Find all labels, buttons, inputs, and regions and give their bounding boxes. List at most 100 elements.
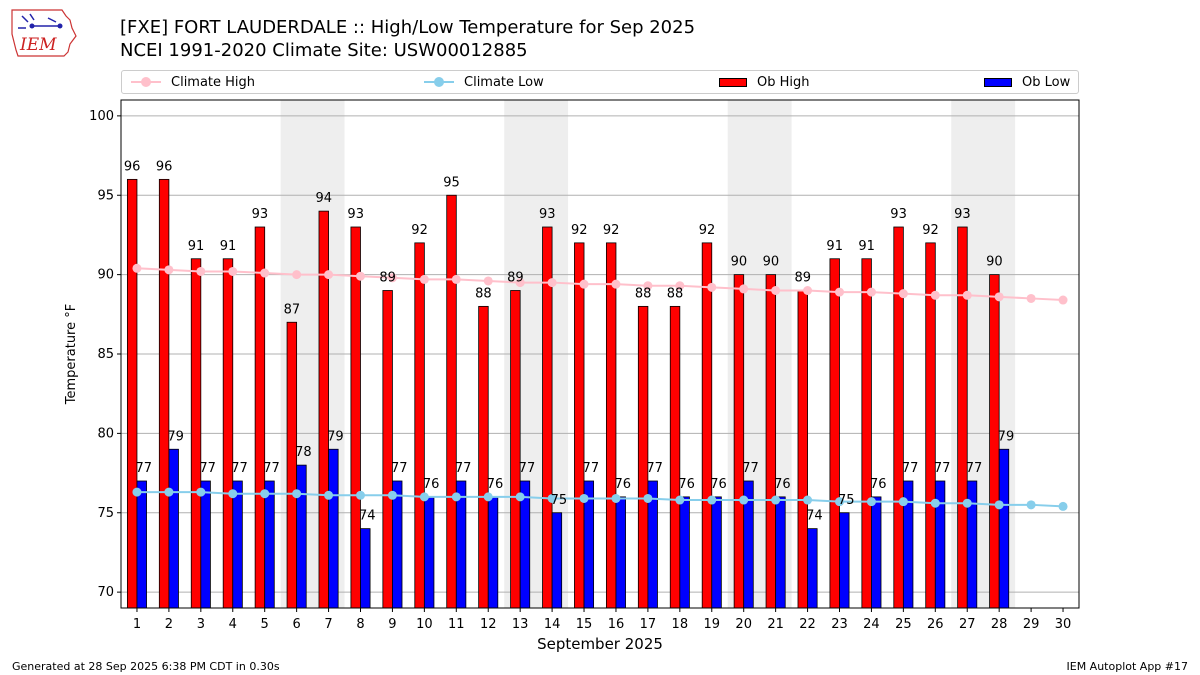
ob-high-bar: [158, 178, 170, 609]
ob-low-bar: [839, 512, 850, 609]
footer-app-text: IEM Autoplot App #17: [1066, 660, 1189, 673]
y-tick-label: 90: [97, 268, 114, 283]
ob-low-value-label: 74: [806, 509, 823, 524]
y-tick-label: 80: [97, 426, 114, 441]
x-tick-label: 25: [895, 617, 912, 632]
climate-low-point: [515, 492, 525, 502]
ob-low-bar: [136, 480, 147, 609]
ob-high-bar: [637, 305, 649, 609]
legend-label-climate-low: Climate Low: [464, 74, 544, 90]
climate-high-point: [579, 279, 589, 289]
ob-high-bar: [382, 290, 393, 609]
ob-low-bar: [200, 480, 211, 609]
climate-low-point: [387, 490, 397, 500]
x-tick-label: 10: [416, 617, 433, 632]
x-tick-label: 16: [608, 617, 625, 632]
ob-high-value-label: 91: [220, 239, 237, 254]
ob-low-value-label: 77: [902, 461, 919, 476]
climate-low-point: [962, 498, 972, 508]
ob-low-value-label: 77: [263, 461, 280, 476]
ob-low-value-label: 76: [487, 477, 504, 492]
ob-low-value-label: 76: [423, 477, 440, 492]
ob-low-value-label: 77: [646, 461, 663, 476]
x-tick-label: 18: [672, 617, 689, 632]
climate-high-point: [611, 279, 621, 289]
climate-low-point: [356, 490, 365, 500]
climate-low-point: [196, 487, 206, 497]
climate-low-point: [579, 493, 589, 503]
y-tick-label: 95: [97, 188, 114, 203]
climate-low-point: [228, 489, 238, 499]
ob-low-value-label: 76: [678, 477, 695, 492]
x-tick-label: 29: [1023, 617, 1040, 632]
ob-high-bar: [510, 290, 521, 609]
ob-low-value-label: 75: [551, 493, 568, 508]
ob-high-bar: [861, 258, 872, 609]
ob-low-bar: [296, 464, 307, 609]
ob-low-value-label: 79: [998, 429, 1015, 444]
ob-high-value-label: 92: [699, 223, 716, 238]
climate-high-point: [643, 281, 653, 291]
y-tick-label: 70: [97, 585, 114, 600]
x-tick-label: 19: [703, 617, 720, 632]
ob-high-value-label: 95: [443, 175, 460, 190]
climate-low-point: [771, 495, 781, 505]
ob-low-bar: [679, 496, 690, 609]
climate-high-point: [228, 266, 238, 276]
climate-low-point: [451, 492, 461, 502]
climate-high-point: [835, 287, 844, 297]
climate-low-point: [324, 490, 334, 500]
ob-high-value-label: 92: [411, 223, 428, 238]
x-tick-label: 17: [640, 617, 657, 632]
x-tick-label: 1: [133, 617, 141, 632]
ob-high-value-label: 90: [731, 255, 748, 270]
ob-low-value-label: 77: [455, 461, 472, 476]
climate-high-point: [866, 287, 876, 297]
climate-high-point: [260, 268, 270, 278]
climate-high-point: [547, 278, 557, 288]
legend-label-ob-high: Ob High: [757, 74, 810, 90]
ob-high-bar: [190, 258, 202, 609]
climate-high-line: [136, 267, 1064, 302]
x-tick-label: 30: [1055, 617, 1072, 632]
ob-high-value-label: 88: [475, 286, 492, 301]
chart-title: [FXE] FORT LAUDERDALE :: High/Low Temper…: [120, 17, 696, 38]
climate-low-point: [1026, 500, 1036, 510]
x-tick-label: 21: [767, 617, 784, 632]
ob-high-value-label: 91: [188, 239, 205, 254]
climate-high-point: [994, 292, 1004, 302]
ob-high-value-label: 90: [763, 255, 780, 270]
x-tick-label: 22: [799, 617, 816, 632]
y-tick-label: 75: [97, 506, 114, 521]
climate-high-point: [419, 274, 429, 284]
climate-high-point: [387, 273, 397, 283]
climate-high-point: [771, 286, 781, 295]
ob-high-bar: [222, 258, 234, 609]
ob-low-value-label: 77: [135, 461, 152, 476]
climate-lines: [132, 263, 1068, 511]
ob-low-bar: [392, 480, 403, 609]
ob-high-value-label: 88: [667, 286, 684, 301]
ob-low-bar: [807, 528, 818, 609]
ob-high-bar: [765, 274, 777, 609]
ob-low-value-label: 77: [742, 461, 759, 476]
legend-label-climate-high: Climate High: [171, 74, 256, 90]
climate-high-point: [1058, 295, 1068, 305]
climate-high-line-swatch: [131, 77, 161, 87]
x-tick-label: 5: [261, 617, 269, 632]
x-tick-label: 26: [927, 617, 944, 632]
climate-high-point: [515, 278, 525, 288]
climate-high-point: [675, 281, 685, 291]
ob-high-value-label: 94: [316, 191, 333, 206]
ob-high-bar: [446, 194, 457, 609]
ob-low-value-label: 76: [870, 477, 887, 492]
ob-low-value-label: 77: [231, 461, 248, 476]
climate-low-point: [547, 493, 557, 503]
ob-high-value-label: 88: [635, 286, 652, 301]
x-tick-label: 8: [356, 617, 364, 632]
climate-high-point: [930, 290, 940, 300]
ob-low-bar: [264, 480, 275, 609]
ob-high-bar: [797, 290, 808, 609]
ob-low-value-label: 77: [966, 461, 983, 476]
